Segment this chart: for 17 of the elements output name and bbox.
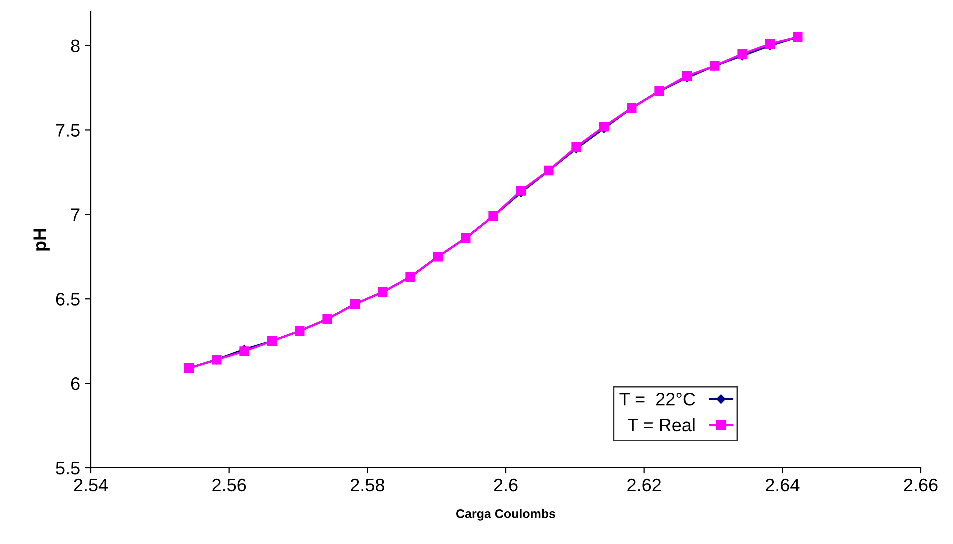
x-tick-label: 2.62	[628, 478, 661, 492]
y-tick-label: 7	[71, 208, 80, 222]
x-tick-label: 2.58	[351, 478, 384, 492]
x-tick-label: 2.6	[494, 478, 518, 492]
y-axis-title: pH	[34, 229, 50, 251]
legend-label: T = Real	[628, 418, 695, 432]
y-tick-label: 6	[71, 377, 80, 390]
x-tick-label: 2.56	[212, 478, 246, 492]
y-tick-label: 6.5	[56, 293, 80, 306]
y-tick-label: 7.5	[56, 124, 80, 137]
y-tick-label: 5.5	[56, 462, 80, 475]
x-axis-title: Carga Coulombs	[456, 509, 556, 521]
y-tick-label: 8	[71, 40, 80, 52]
legend-label: T = 22°C	[620, 393, 696, 406]
x-tick-label: 2.64	[766, 478, 800, 492]
x-tick-label: 2.54	[74, 478, 108, 492]
x-tick-label: 2.66	[904, 478, 938, 492]
